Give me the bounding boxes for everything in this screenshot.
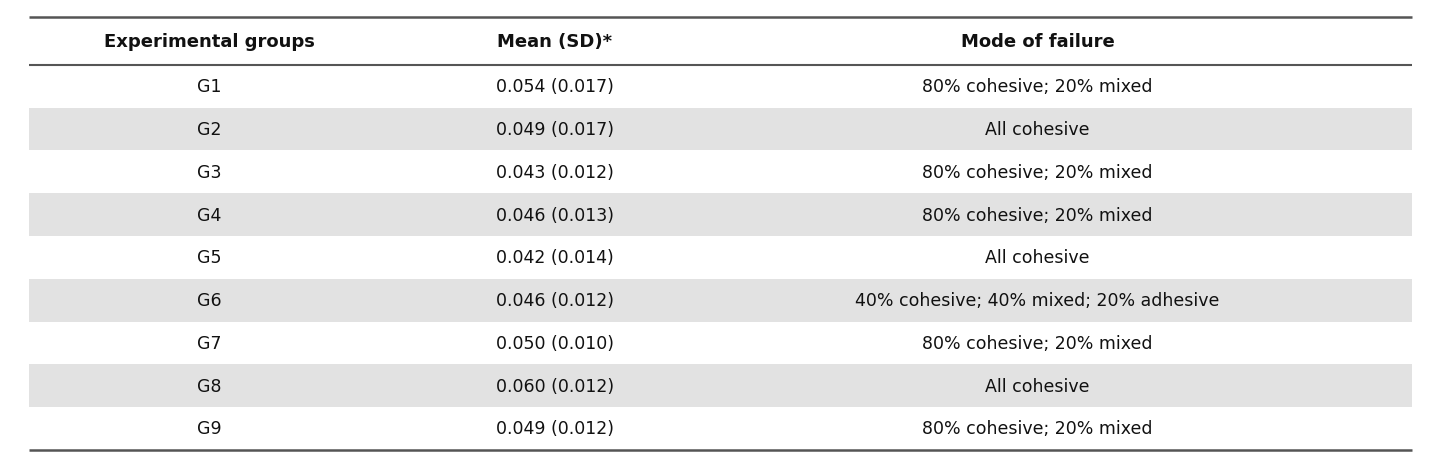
Text: G4: G4 (197, 206, 220, 224)
Text: 0.049 (0.012): 0.049 (0.012) (496, 420, 614, 437)
Bar (29, 279, 1412, 322)
Text: 80% cohesive; 20% mixed: 80% cohesive; 20% mixed (922, 163, 1153, 181)
Bar (29, 407, 1412, 450)
Text: 40% cohesive; 40% mixed; 20% adhesive: 40% cohesive; 40% mixed; 20% adhesive (856, 291, 1219, 309)
Text: All cohesive: All cohesive (986, 121, 1089, 139)
Bar (29, 236, 1412, 279)
Text: 0.046 (0.012): 0.046 (0.012) (496, 291, 614, 309)
Bar (29, 18, 1412, 66)
Text: G8: G8 (196, 377, 222, 395)
Bar (29, 151, 1412, 194)
Text: G1: G1 (196, 78, 222, 96)
Text: 0.050 (0.010): 0.050 (0.010) (496, 334, 614, 352)
Text: Experimental groups: Experimental groups (104, 33, 314, 51)
Text: 80% cohesive; 20% mixed: 80% cohesive; 20% mixed (922, 78, 1153, 96)
Bar (29, 194, 1412, 236)
Text: 80% cohesive; 20% mixed: 80% cohesive; 20% mixed (922, 334, 1153, 352)
Text: 0.060 (0.012): 0.060 (0.012) (496, 377, 614, 395)
Text: G3: G3 (196, 163, 222, 181)
Bar (29, 364, 1412, 407)
Text: 80% cohesive; 20% mixed: 80% cohesive; 20% mixed (922, 206, 1153, 224)
Text: 0.042 (0.014): 0.042 (0.014) (496, 249, 614, 267)
Bar (29, 108, 1412, 151)
Text: All cohesive: All cohesive (986, 377, 1089, 395)
Text: 0.054 (0.017): 0.054 (0.017) (496, 78, 614, 96)
Text: G5: G5 (196, 249, 222, 267)
Text: G6: G6 (196, 291, 222, 309)
Text: G9: G9 (196, 420, 222, 437)
Text: Mode of failure: Mode of failure (961, 33, 1114, 51)
Text: 0.049 (0.017): 0.049 (0.017) (496, 121, 614, 139)
Text: G7: G7 (196, 334, 222, 352)
Text: 80% cohesive; 20% mixed: 80% cohesive; 20% mixed (922, 420, 1153, 437)
Text: All cohesive: All cohesive (986, 249, 1089, 267)
Text: G2: G2 (196, 121, 222, 139)
Text: Mean (SD)*: Mean (SD)* (497, 33, 612, 51)
Bar (29, 322, 1412, 364)
Text: 0.043 (0.012): 0.043 (0.012) (496, 163, 614, 181)
Text: 0.046 (0.013): 0.046 (0.013) (496, 206, 614, 224)
Bar (29, 66, 1412, 108)
